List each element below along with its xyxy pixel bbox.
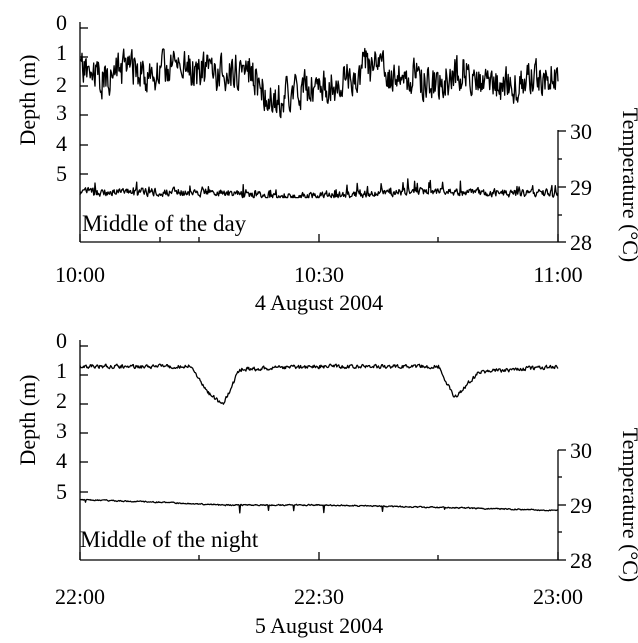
temperature-tick-label: 28 [570,548,592,573]
time-tick-label: 22:00 [55,584,105,609]
bottom-xlabel: 5 August 2004 [255,613,383,638]
bottom-depth-trace [79,363,559,405]
depth-tick-label: 3 [56,418,67,443]
temperature-tick-label: 29 [570,493,592,518]
top-xlabel: 4 August 2004 [255,290,383,315]
top-depth-ticks: 0 1 2 3 4 5 [56,10,88,186]
bottom-temperature-ticks: 30 29 28 [558,438,592,573]
bottom-time-ticks: 22:00 22:30 23:00 [55,552,583,609]
time-tick-label: 10:30 [294,262,344,287]
chart-top: 0 1 2 3 4 5 30 29 28 10:00 10:30 11 [15,10,638,315]
temperature-tick-label: 30 [570,438,592,463]
depth-tick-label: 5 [56,161,67,186]
top-temperature-ticks: 30 29 28 [558,119,592,255]
depth-tick-label: 0 [56,10,67,35]
depth-tick-label: 2 [56,72,67,97]
temperature-tick-label: 30 [570,119,592,144]
chart-bottom: 0 1 2 3 4 5 30 29 28 22:00 22:30 23:00 [15,328,638,638]
bottom-annotation: Middle of the night [80,527,259,552]
time-tick-label: 11:00 [533,262,582,287]
bottom-depth-ticks: 0 1 2 3 4 5 [56,328,88,504]
temperature-tick-label: 29 [570,175,592,200]
depth-tick-label: 1 [56,40,67,65]
depth-tick-label: 4 [56,131,67,156]
temperature-tick-label: 28 [570,230,592,255]
depth-tick-label: 1 [56,358,67,383]
top-annotation: Middle of the day [82,211,247,236]
bottom-temperature-label: Temperature (°C) [618,428,638,582]
top-depth-trace [79,47,559,119]
time-tick-label: 23:00 [533,584,583,609]
top-temperature-label: Temperature (°C) [618,108,638,262]
top-temperature-trace [79,178,559,199]
depth-tick-label: 5 [56,479,67,504]
top-time-ticks: 10:00 10:30 11:00 [55,234,583,287]
time-tick-label: 10:00 [55,262,105,287]
top-depth-label: Depth (m) [15,54,40,145]
bottom-depth-label: Depth (m) [15,374,40,465]
bottom-temperature-trace [79,498,559,514]
time-tick-label: 22:30 [294,584,344,609]
depth-tick-label: 4 [56,448,67,473]
depth-tick-label: 0 [56,328,67,353]
depth-tick-label: 3 [56,100,67,125]
depth-tick-label: 2 [56,388,67,413]
